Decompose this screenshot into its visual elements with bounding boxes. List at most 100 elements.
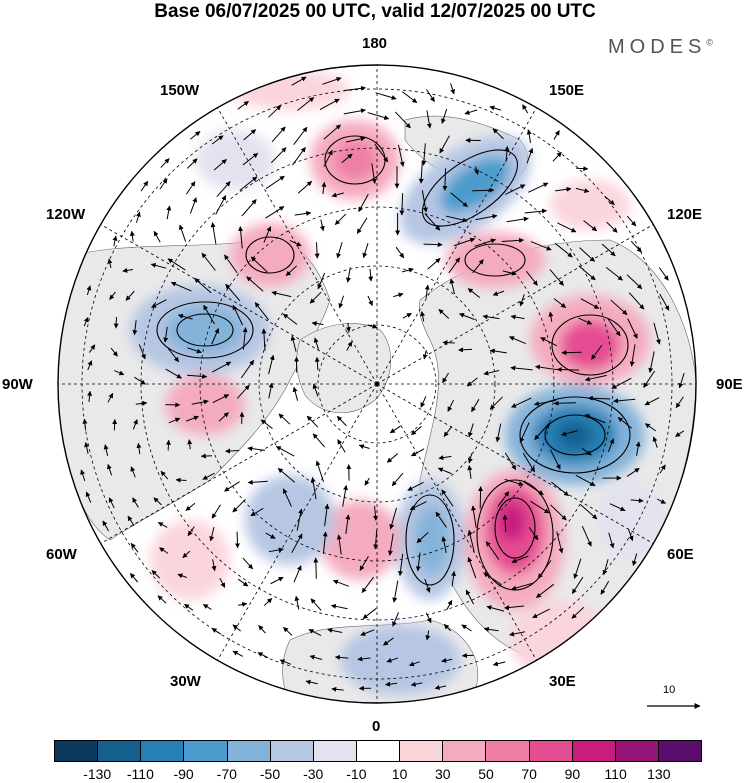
wind-vector-arrow [314, 356, 320, 371]
latitude-circle [317, 324, 437, 444]
wind-vector-arrow [345, 267, 351, 283]
colorbar-swatch [313, 741, 357, 761]
contour [464, 243, 526, 277]
wind-vector-arrow [643, 370, 656, 388]
wind-vector-arrow [467, 453, 473, 464]
wind-vector-arrow [338, 295, 345, 309]
wind-vector-arrow [505, 184, 526, 195]
wind-vector-arrow [361, 576, 375, 593]
colorbar-tick-label: 50 [478, 766, 494, 782]
colorbar-swatch [443, 741, 487, 761]
wind-vector-arrow [327, 627, 343, 633]
wind-vector-arrow [160, 470, 169, 480]
wind-vector-arrow [309, 291, 322, 304]
wind-vector-arrow [653, 322, 661, 345]
wind-vector-arrow [522, 104, 529, 114]
wind-vector-arrow [439, 135, 450, 154]
anomaly-positive [230, 223, 310, 287]
wind-vector-arrow [211, 135, 224, 145]
wind-vector-arrow [392, 580, 399, 603]
wind-vector-arrow [383, 637, 394, 646]
wind-vector-arrow [323, 124, 341, 140]
wind-vector-arrow [474, 238, 496, 247]
wind-vector-arrow [187, 439, 193, 450]
wind-vector-arrow [258, 625, 266, 634]
wind-vector-arrow [211, 361, 232, 373]
wind-vector-arrow [409, 501, 427, 511]
wind-vector-arrow [186, 373, 208, 379]
wind-vector-arrow [389, 425, 401, 434]
wind-vector-arrow [132, 320, 138, 336]
latitude-circle [258, 265, 496, 503]
wind-vector-arrow [627, 318, 638, 339]
wind-vector-arrow [393, 292, 404, 298]
wind-vector-arrow [579, 247, 595, 262]
wind-vector-arrow [211, 559, 217, 572]
wind-vector-arrow [132, 419, 138, 430]
wind-vector-arrow [420, 396, 427, 408]
wind-vector-arrow [150, 262, 167, 269]
wind-vector-arrow [209, 526, 215, 542]
wind-vector-arrow [317, 272, 326, 290]
wind-vector-arrow [238, 601, 248, 607]
wind-vector-arrow [138, 344, 146, 360]
wind-vector-arrow [492, 290, 505, 296]
wind-vector-arrow [510, 365, 533, 371]
wind-vector-arrow [237, 578, 249, 587]
wind-vector-arrow [534, 364, 558, 371]
wind-vector-arrow [426, 89, 435, 102]
wind-vector-arrow [337, 439, 346, 453]
wind-vector-arrow [257, 652, 269, 659]
wind-vector-arrow [135, 211, 141, 223]
wind-vector-arrow [240, 359, 255, 379]
wind-vector-arrow [224, 254, 238, 274]
wind-vector-arrow [506, 216, 529, 223]
brand-text: MODES [608, 36, 707, 58]
wind-vector-arrow [225, 283, 241, 302]
wind-vector-arrow [423, 242, 443, 248]
wind-vector-arrow [534, 422, 550, 441]
wind-vector-arrow [260, 419, 273, 429]
wind-vector-arrow [324, 503, 330, 527]
wind-vector-arrow [247, 479, 268, 485]
wind-vector-arrow [343, 108, 366, 115]
wind-vector-arrow [211, 328, 220, 345]
wind-vector-arrow [526, 129, 532, 143]
contour [544, 414, 606, 456]
wind-vector-arrow [492, 128, 504, 140]
wind-vector-arrow [550, 504, 567, 521]
wind-vector-arrow [282, 488, 292, 507]
colorbar-swatch [356, 741, 401, 761]
wind-vector-arrow [282, 313, 298, 325]
wind-vector-arrow [331, 686, 344, 692]
wind-vector-arrow [263, 598, 273, 607]
wind-vector-arrow [519, 294, 525, 307]
wind-vector-arrow [626, 274, 643, 290]
contour [156, 301, 254, 359]
wind-vector-arrow [395, 246, 405, 259]
wind-vector-arrow [659, 293, 670, 311]
wind-vector-arrow [107, 463, 113, 476]
wind-vector-arrow [88, 344, 96, 353]
anomaly-negative [414, 505, 450, 575]
brand-logo: MODES© [608, 36, 713, 59]
wind-vector-arrow [109, 291, 116, 300]
greenland [296, 323, 391, 413]
colorbar-swatch [486, 741, 530, 761]
wind-vector-arrow [438, 455, 452, 461]
wind-vector-arrow [343, 85, 367, 92]
wind-vector-arrow [501, 237, 525, 243]
wind-vector-arrow [497, 491, 510, 507]
wind-vector-arrow [305, 679, 318, 685]
wind-vector-arrow [322, 76, 342, 85]
wind-vector-arrow [578, 317, 593, 325]
wind-vector-arrow [332, 579, 350, 587]
wind-vector-arrow [485, 541, 500, 560]
wind-vector-arrow [373, 529, 379, 550]
wind-vector-arrow [470, 505, 477, 528]
wind-vector-arrow [268, 105, 282, 118]
wind-vector-arrow [341, 153, 353, 164]
wind-vector-arrow [261, 328, 267, 351]
meridian-line [376, 383, 537, 661]
lon-label-150e: 150E [549, 82, 585, 99]
